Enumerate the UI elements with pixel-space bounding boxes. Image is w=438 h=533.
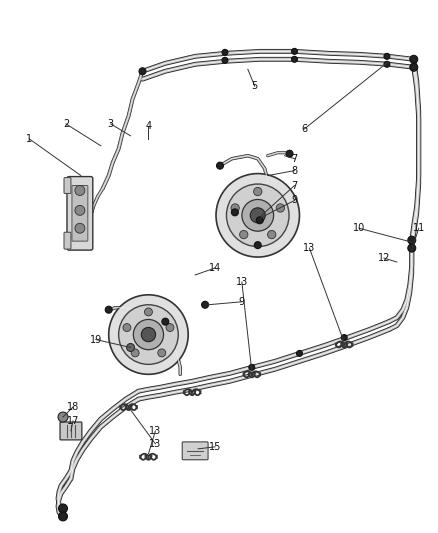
Circle shape [286, 150, 293, 157]
FancyBboxPatch shape [64, 177, 71, 193]
Circle shape [292, 49, 297, 54]
Text: 13: 13 [149, 439, 162, 449]
Text: 11: 11 [413, 223, 425, 233]
Circle shape [58, 412, 68, 422]
Circle shape [75, 205, 85, 215]
Circle shape [131, 349, 139, 357]
Text: 17: 17 [67, 416, 79, 426]
Circle shape [249, 365, 255, 370]
Circle shape [254, 188, 262, 196]
Circle shape [384, 61, 390, 67]
Text: 19: 19 [90, 335, 102, 344]
FancyBboxPatch shape [64, 232, 71, 249]
Text: 4: 4 [145, 121, 152, 131]
Text: 13: 13 [149, 426, 162, 436]
Circle shape [145, 308, 152, 316]
Circle shape [231, 209, 238, 216]
Text: 1: 1 [26, 134, 32, 144]
Text: 14: 14 [209, 263, 221, 273]
Circle shape [250, 208, 265, 223]
Circle shape [222, 50, 228, 55]
Circle shape [123, 324, 131, 332]
FancyBboxPatch shape [60, 422, 82, 440]
Text: 7: 7 [291, 181, 298, 190]
Circle shape [109, 295, 188, 374]
Text: 18: 18 [67, 402, 79, 412]
Circle shape [75, 185, 85, 196]
Text: 12: 12 [378, 253, 390, 263]
Circle shape [222, 58, 228, 63]
FancyBboxPatch shape [182, 442, 208, 460]
Text: 15: 15 [209, 442, 221, 452]
Circle shape [276, 204, 285, 212]
Text: 5: 5 [252, 81, 258, 91]
Circle shape [410, 63, 418, 71]
Circle shape [139, 68, 146, 75]
Circle shape [59, 512, 67, 521]
Circle shape [292, 56, 297, 62]
Circle shape [256, 217, 263, 224]
Circle shape [216, 162, 223, 169]
Text: 10: 10 [353, 223, 365, 233]
Circle shape [59, 504, 67, 513]
Circle shape [141, 327, 155, 342]
Circle shape [242, 199, 274, 231]
Circle shape [158, 349, 166, 357]
FancyBboxPatch shape [72, 185, 88, 241]
Text: 7: 7 [291, 154, 298, 164]
Circle shape [254, 241, 261, 248]
Circle shape [408, 244, 416, 252]
Circle shape [341, 335, 347, 341]
Circle shape [240, 230, 248, 239]
Circle shape [216, 174, 300, 257]
Text: 8: 8 [291, 166, 297, 175]
Text: 6: 6 [301, 124, 307, 134]
Circle shape [75, 223, 85, 233]
Circle shape [119, 305, 178, 365]
Circle shape [268, 230, 276, 239]
Circle shape [297, 351, 303, 357]
Text: 3: 3 [108, 119, 114, 129]
Circle shape [162, 318, 169, 325]
Circle shape [231, 204, 239, 212]
Text: 2: 2 [63, 119, 69, 129]
Circle shape [410, 55, 418, 63]
Circle shape [127, 343, 134, 351]
Circle shape [201, 301, 208, 308]
FancyBboxPatch shape [67, 176, 93, 250]
Text: 13: 13 [303, 243, 315, 253]
Circle shape [226, 184, 289, 247]
Circle shape [408, 236, 416, 244]
Circle shape [105, 306, 112, 313]
Text: 13: 13 [236, 277, 248, 287]
Text: 9: 9 [291, 196, 297, 205]
Circle shape [384, 53, 390, 59]
Text: 9: 9 [239, 297, 245, 307]
Circle shape [133, 319, 163, 350]
Circle shape [166, 324, 174, 332]
